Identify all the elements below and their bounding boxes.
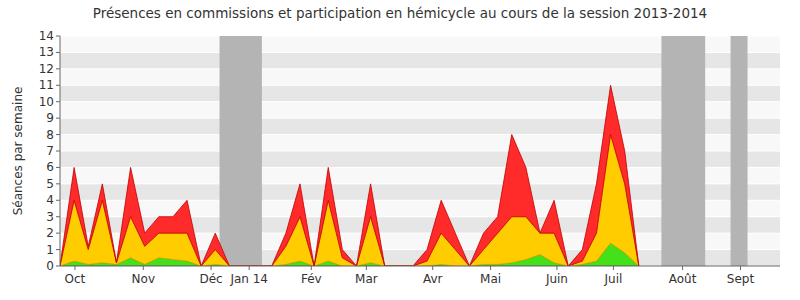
y-tick [56, 134, 60, 135]
x-tick [682, 266, 683, 270]
x-tick [311, 266, 312, 270]
y-tick [56, 183, 60, 184]
y-tick [56, 118, 60, 119]
y-tick-label: 12 [39, 62, 54, 76]
x-tick [211, 266, 212, 270]
y-tick-label: 6 [46, 160, 54, 174]
y-tick-label: 7 [46, 144, 54, 158]
x-tick-label: Mai [480, 272, 501, 286]
y-tick [56, 266, 60, 267]
y-tick [56, 52, 60, 53]
x-tick-label: Août [669, 272, 697, 286]
y-tick-label: 2 [46, 226, 54, 240]
x-axis [60, 266, 780, 267]
grid-line [60, 266, 780, 267]
title: Présences en commissions et participatio… [93, 5, 707, 21]
area-series [60, 85, 639, 266]
x-tick [143, 266, 144, 270]
y-tick-label: 4 [46, 193, 54, 207]
x-tick-label: Avr [423, 272, 443, 286]
area-series [60, 135, 639, 266]
y-tick-label: 13 [39, 45, 54, 59]
x-tick-label: Juin [545, 272, 568, 286]
x-tick [249, 266, 250, 270]
x-tick [366, 266, 367, 270]
y-tick-label: 11 [39, 78, 54, 92]
x-tick-label: Juil [604, 272, 623, 286]
x-tick-label: Jan 14 [229, 272, 268, 286]
y-tick [56, 101, 60, 102]
x-tick [556, 266, 557, 270]
shaded-period [220, 36, 262, 266]
y-tick-label: 5 [46, 177, 54, 191]
y-tick-label: 9 [46, 111, 54, 125]
x-tick-label: Déc [199, 272, 222, 286]
y-tick-label: 14 [39, 29, 54, 43]
x-tick [490, 266, 491, 270]
x-tick-label: Oct [65, 272, 86, 286]
y-tick-label: 0 [46, 259, 54, 273]
x-tick-label: Fév [301, 272, 322, 286]
y-tick [56, 216, 60, 217]
y-tick [56, 249, 60, 250]
shaded-period [661, 36, 705, 266]
shaded-period [731, 36, 748, 266]
x-tick-label: Nov [132, 272, 155, 286]
y-tick [56, 68, 60, 69]
y-tick [56, 200, 60, 201]
x-tick [613, 266, 614, 270]
x-tick [74, 266, 75, 270]
y-tick-label: 1 [46, 243, 54, 257]
y-tick [56, 151, 60, 152]
y-axis-label: Séances par semaine [11, 87, 25, 216]
y-tick-label: 10 [39, 95, 54, 109]
chart: 01234567891011121314OctNovDécJan 14FévMa… [0, 0, 800, 300]
y-tick-label: 3 [46, 210, 54, 224]
x-tick-label: Sept [727, 272, 755, 286]
y-tick-label: 8 [46, 128, 54, 142]
y-tick [56, 233, 60, 234]
y-tick [56, 85, 60, 86]
y-axis [60, 36, 61, 266]
x-tick-label: Mar [355, 272, 378, 286]
x-tick [740, 266, 741, 270]
y-tick [56, 36, 60, 37]
plot-area [60, 36, 748, 266]
x-tick [432, 266, 433, 270]
y-tick [56, 167, 60, 168]
